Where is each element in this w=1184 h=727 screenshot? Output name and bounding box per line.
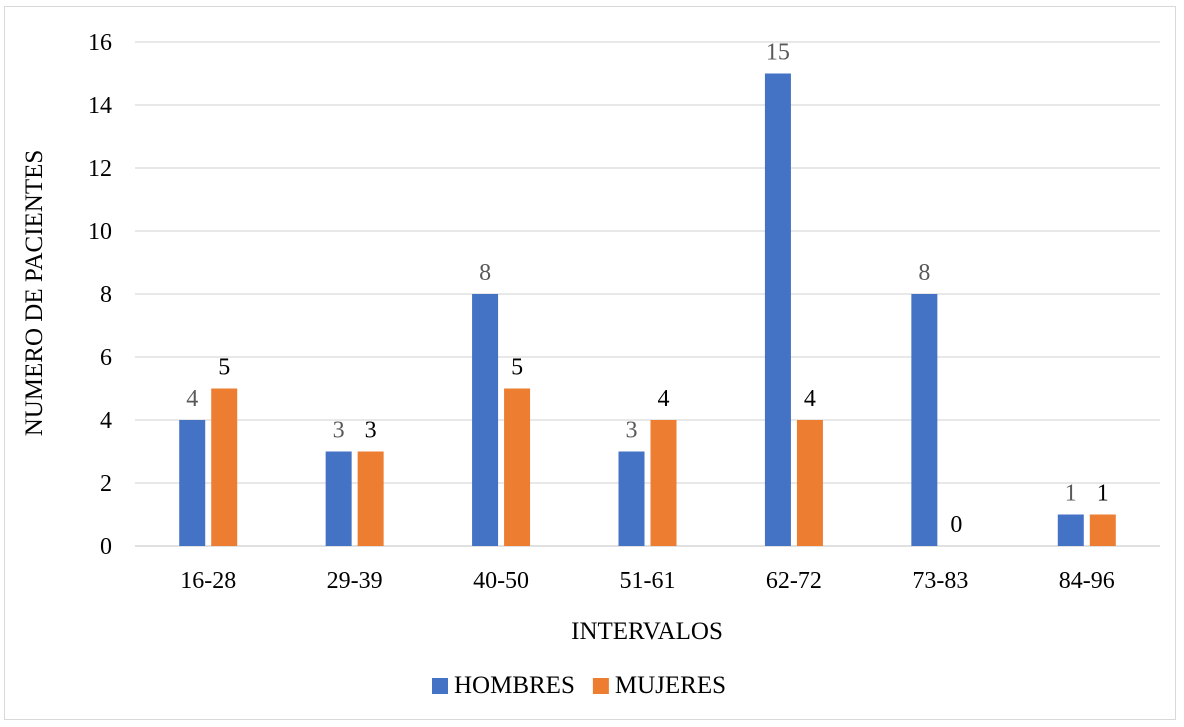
legend-label-mujeres: MUJERES [615, 672, 726, 699]
bar-hombres-51-61 [618, 451, 645, 546]
bar-hombres-40-50 [472, 294, 499, 546]
x-tick-label: 73-83 [912, 568, 968, 594]
data-label-mujeres: 4 [804, 386, 816, 412]
bar-hombres-84-96 [1057, 514, 1084, 546]
bar-hombres-16-28 [179, 420, 206, 546]
y-tick-label: 0 [100, 534, 112, 560]
y-axis-title: NUMERO DE PACIENTES [21, 150, 48, 437]
gridlines [135, 41, 1160, 547]
y-axis-ticks: 0 2 4 6 8 10 12 14 16 [88, 30, 112, 560]
data-label-hombres: 1 [1065, 481, 1077, 507]
legend-label-hombres: HOMBRES [454, 672, 575, 699]
data-label-mujeres: 3 [365, 418, 377, 444]
bar-mujeres-51-61 [650, 420, 677, 546]
x-tick-label: 16-28 [180, 568, 236, 594]
y-tick-label: 10 [88, 219, 112, 245]
data-label-mujeres: 5 [511, 355, 523, 381]
x-axis-title: INTERVALOS [571, 618, 723, 645]
data-label-hombres: 15 [766, 40, 790, 66]
x-tick-label: 40-50 [473, 568, 529, 594]
bar-hombres-29-39 [325, 451, 352, 546]
bar-mujeres-62-72 [796, 420, 823, 546]
data-label-hombres: 4 [186, 386, 198, 412]
y-tick-label: 4 [100, 408, 112, 434]
data-label-mujeres: 5 [218, 355, 230, 381]
bar-mujeres-29-39 [357, 451, 384, 546]
y-tick-label: 6 [100, 345, 112, 371]
data-label-hombres: 3 [626, 418, 638, 444]
x-tick-label: 29-39 [327, 568, 383, 594]
y-tick-label: 16 [88, 30, 112, 56]
legend: HOMBRES MUJERES [432, 672, 726, 699]
bar-hombres-62-72 [764, 73, 791, 546]
chart-frame [4, 6, 1176, 720]
bar-hombres-73-83 [911, 294, 938, 546]
data-label-hombres: 8 [479, 260, 491, 286]
y-tick-label: 14 [88, 93, 112, 119]
bars [179, 73, 1116, 546]
bar-mujeres-84-96 [1089, 514, 1116, 546]
x-tick-label: 84-96 [1059, 568, 1115, 594]
legend-swatch-hombres [432, 678, 448, 694]
data-label-hombres: 8 [918, 260, 930, 286]
bar-mujeres-40-50 [504, 388, 531, 546]
y-tick-label: 12 [88, 156, 112, 182]
data-label-mujeres: 1 [1097, 481, 1109, 507]
x-tick-label: 51-61 [620, 568, 676, 594]
x-axis-ticks: 16-28 29-39 40-50 51-61 62-72 73-83 84-96 [180, 568, 1115, 594]
data-label-mujeres: 0 [950, 512, 962, 538]
x-tick-label: 62-72 [766, 568, 822, 594]
legend-swatch-mujeres [592, 678, 609, 694]
data-label-hombres: 3 [333, 418, 345, 444]
bar-mujeres-16-28 [211, 388, 238, 546]
y-tick-label: 8 [100, 282, 112, 308]
data-label-mujeres: 4 [658, 386, 670, 412]
y-tick-label: 2 [100, 471, 112, 497]
